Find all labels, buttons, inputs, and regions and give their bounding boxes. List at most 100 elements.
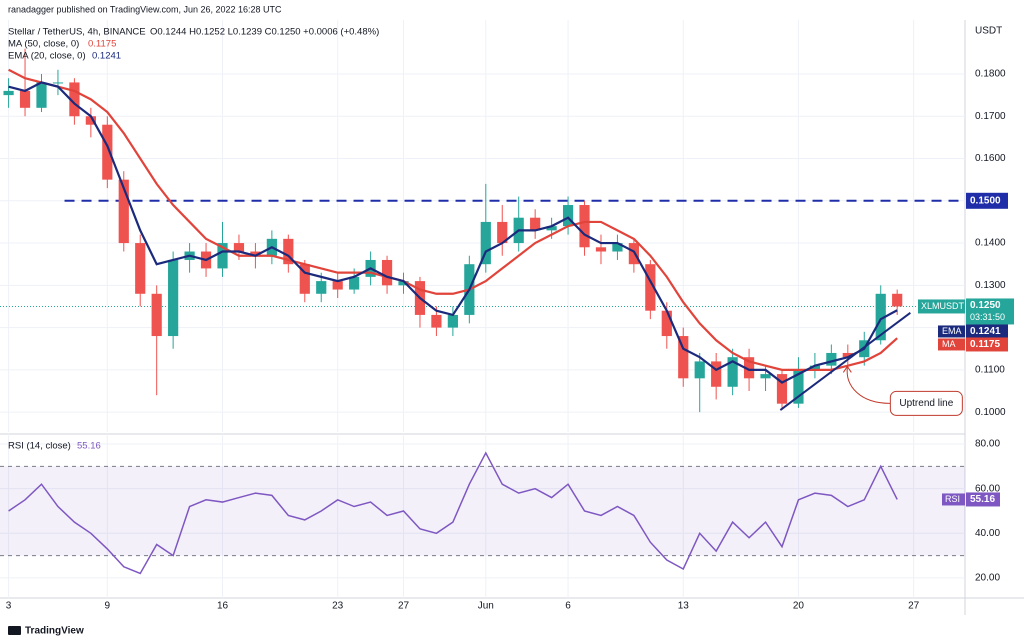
indicator-tag-name: MA (942, 339, 956, 349)
candle-body (530, 217, 541, 231)
candle-body (135, 243, 146, 294)
candle-body (892, 293, 903, 307)
candle-body (69, 82, 80, 117)
candle-body (431, 314, 442, 328)
rsi-tag-name: RSI (945, 494, 960, 504)
x-tick-label: 23 (332, 601, 344, 612)
candle-body (727, 357, 738, 387)
candle-body (447, 314, 458, 328)
ticker-tag-label: XLMUSDT (921, 301, 965, 311)
candle-body (316, 281, 327, 294)
y-tick-label: 0.1400 (975, 238, 1006, 249)
header: ranadagger published on TradingView.com,… (8, 4, 282, 14)
candle-body (233, 243, 245, 252)
legend-name: MA (50, close, 0) (8, 39, 79, 50)
candle-body (579, 205, 590, 248)
x-tick-label: 27 (908, 601, 920, 612)
x-tick-label: 16 (217, 601, 229, 612)
indicator-line (8, 81, 898, 384)
rsi-line (8, 451, 898, 575)
indicator-tag-box (966, 337, 1008, 352)
candle-body (283, 238, 294, 265)
candle-body (562, 205, 574, 227)
price-tag (966, 298, 1014, 325)
ticker-tag (918, 299, 965, 314)
candle-body (102, 124, 113, 180)
y-tick-label: 40.00 (975, 528, 1000, 539)
y-tick-label: 20.00 (975, 573, 1000, 584)
candle-body (743, 357, 755, 379)
candle-body (118, 179, 129, 244)
level-tag-label: 0.1500 (970, 195, 1001, 206)
y-unit: USDT (975, 26, 1002, 37)
candle-body (661, 310, 672, 337)
indicator-line (8, 68, 898, 371)
legend-name: EMA (20, close, 0) (8, 51, 86, 62)
x-tick-label: 20 (793, 601, 805, 612)
logo: TradingView (8, 626, 84, 637)
candle-body (151, 293, 162, 337)
annotation-label: Uptrend line (899, 398, 953, 409)
y-tick-label: 60.00 (975, 483, 1000, 494)
footer: TradingView (25, 626, 84, 637)
rsi-band (0, 466, 965, 556)
candle-body (842, 352, 853, 358)
rsi-tag-name-box (942, 493, 965, 506)
indicator-tag-name-box (938, 338, 965, 351)
candle-body (826, 352, 837, 366)
annotation-arrow (846, 367, 891, 404)
candle-body (760, 374, 771, 379)
rsi-tag-box (966, 492, 1000, 507)
indicator-tag-value: 0.1241 (970, 326, 1001, 337)
candle-body (168, 259, 179, 337)
level-tag (966, 192, 1008, 209)
symbol-line: Stellar / TetherUS, 4h, BINANCE (8, 27, 146, 38)
indicator-tag-value: 0.1175 (970, 339, 1000, 350)
rsi-title: RSI (14, close) (8, 441, 71, 452)
candle-body (480, 221, 491, 265)
candle-body (3, 90, 14, 96)
ohlc-line: O0.1244 H0.1252 L0.1239 C0.1250 +0.0006 … (150, 27, 379, 38)
candle-body (250, 251, 261, 256)
x-tick-label: 27 (398, 601, 410, 612)
countdown: 03:31:50 (970, 312, 1005, 322)
x-tick-label: 13 (678, 601, 690, 612)
candle-body (19, 90, 31, 108)
candle-body (546, 226, 557, 231)
indicator-tag-name-box (938, 325, 965, 338)
legend-value: 0.1175 (88, 39, 116, 50)
candle-body (381, 259, 393, 286)
x-tick-label: 3 (6, 601, 12, 612)
annotation-box (889, 390, 963, 416)
price-tag-label: 0.1250 (970, 300, 1001, 311)
y-tick-label: 0.1300 (975, 280, 1006, 291)
candle-body (809, 365, 821, 370)
y-tick-label: 0.1000 (975, 407, 1006, 418)
y-tick-label: 0.1100 (975, 365, 1005, 376)
indicator-tag-box (966, 324, 1008, 339)
candle-body (694, 361, 705, 379)
candle-body (595, 247, 607, 252)
candle-body (793, 369, 804, 404)
candle-body (678, 336, 689, 379)
candle-body (776, 374, 788, 404)
y-tick-label: 0.1700 (975, 111, 1006, 122)
x-tick-label: Jun (478, 601, 494, 612)
candle-body (711, 361, 722, 387)
candle-body (645, 264, 656, 311)
y-tick-label: 0.1800 (975, 69, 1006, 80)
x-tick-label: 9 (105, 601, 111, 612)
legend-value: 0.1241 (92, 51, 121, 62)
candle-body (217, 243, 228, 269)
candle-body (349, 276, 360, 290)
y-tick-label: 0.1600 (975, 153, 1006, 164)
candle-body (52, 82, 64, 84)
annotation-arrowhead (842, 365, 852, 373)
candle-body (875, 293, 886, 341)
candle-body (299, 264, 310, 294)
rsi-legend-value: 55.16 (77, 441, 101, 452)
y-tick-label: 80.00 (975, 439, 1000, 450)
rsi-tag-value: 55.16 (970, 494, 995, 505)
trendline (779, 312, 911, 411)
